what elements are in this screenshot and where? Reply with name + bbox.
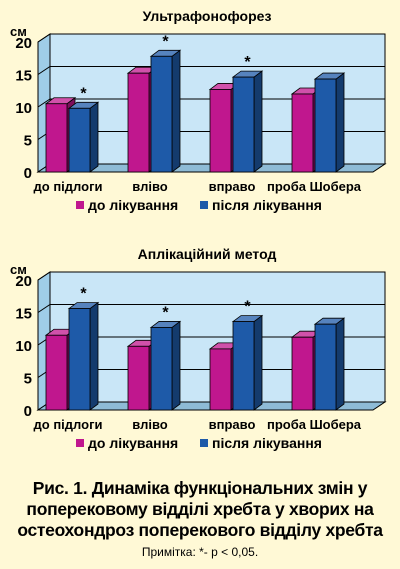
c0-y-tick-label-15: 15 bbox=[15, 68, 32, 85]
c0-significance-star-1: * bbox=[162, 33, 169, 50]
c0-y-tick-label-5: 5 bbox=[24, 133, 32, 150]
c1-bar-s0-2 bbox=[209, 348, 232, 411]
c0-y-axis-label: см bbox=[10, 24, 27, 39]
c0-legend-swatch-s0 bbox=[76, 201, 84, 209]
c1-bar-side-s1-0 bbox=[89, 301, 99, 411]
c1-bar-side-s1-1 bbox=[171, 320, 181, 411]
c1-bar-s0-3 bbox=[291, 336, 314, 411]
c0-bar-side-s1-2 bbox=[253, 70, 263, 173]
c0-bar-side-s1-0 bbox=[89, 101, 99, 173]
c0-bar-s1-1 bbox=[150, 55, 173, 173]
c0-x-tick-label-0: до підлоги bbox=[34, 179, 103, 194]
c1-bar-side-s1-3 bbox=[335, 317, 345, 411]
c1-gridline-15 bbox=[37, 304, 385, 313]
c0-legend-label-s1: після лікування bbox=[212, 197, 322, 213]
figure-note: Примітка: *- p < 0,05. bbox=[141, 545, 259, 559]
c0-y-tick-label-10: 10 bbox=[15, 100, 32, 117]
c1-legend-swatch-s1 bbox=[200, 439, 208, 447]
c0-x-tick-label-1: вліво bbox=[132, 179, 168, 194]
chart-ultrafonoforez: Ультрафонофорез см 0 5 10 15 20 * до підлоги * влі… bbox=[10, 8, 387, 213]
c1-legend-label-s1: після лікування bbox=[212, 435, 322, 451]
c1-y-tick-label-0: 0 bbox=[24, 403, 32, 420]
c0-significance-star-0: * bbox=[80, 85, 87, 102]
c1-x-tick-label-3: проба Шобера bbox=[267, 417, 362, 432]
c1-bar-s1-0 bbox=[68, 308, 91, 411]
c0-bar-s1-0 bbox=[68, 107, 91, 173]
c0-significance-star-2: * bbox=[244, 54, 251, 71]
c1-significance-star-1: * bbox=[162, 304, 169, 321]
figure-caption-line-3: остеохондроз поперекового відділу хребта bbox=[17, 520, 383, 540]
c0-gridline-10 bbox=[37, 98, 385, 108]
c1-significance-star-0: * bbox=[80, 286, 87, 303]
c0-bar-s0-2 bbox=[209, 89, 232, 173]
c1-y-tick-label-20: 20 bbox=[15, 273, 32, 290]
c1-bar-s0-0 bbox=[45, 334, 68, 411]
c0-bar-s1-2 bbox=[232, 76, 255, 173]
c1-bar-s1-1 bbox=[150, 327, 173, 411]
c1-bar-s1-2 bbox=[232, 321, 255, 411]
c1-x-tick-label-0: до підлоги bbox=[34, 417, 103, 432]
c1-legend-swatch-s0 bbox=[76, 439, 84, 447]
c1-chart-title: Аплікаційний метод bbox=[138, 246, 277, 262]
c1-x-tick-label-2: вправо bbox=[209, 417, 256, 432]
c1-y-tick-label-10: 10 bbox=[15, 338, 32, 355]
c1-bar-s1-3 bbox=[314, 323, 337, 411]
c0-bar-s0-0 bbox=[45, 103, 68, 173]
c1-y-tick-label-5: 5 bbox=[24, 371, 32, 388]
c0-bar-s0-3 bbox=[291, 93, 314, 173]
c1-x-tick-label-1: вліво bbox=[132, 417, 168, 432]
c1-y-axis-label: см bbox=[10, 262, 27, 277]
figure-caption-line-1: Рис. 1. Динаміка функціональних змін у bbox=[32, 478, 368, 498]
c0-x-tick-label-3: проба Шобера bbox=[267, 179, 362, 194]
c0-gridline-20 bbox=[37, 33, 385, 43]
c0-y-tick-label-20: 20 bbox=[15, 35, 32, 52]
c1-bar-side-s1-2 bbox=[253, 314, 263, 411]
chart-aplikatsiinyi-metod: Аплікаційний метод см 0 5 10 15 20 * до підлоги *… bbox=[10, 246, 387, 451]
c0-bar-s1-3 bbox=[314, 78, 337, 173]
c0-x-tick-label-2: вправо bbox=[209, 179, 256, 194]
c1-y-tick-label-15: 15 bbox=[15, 306, 32, 323]
c0-legend-swatch-s1 bbox=[200, 201, 208, 209]
c1-significance-star-2: * bbox=[244, 299, 251, 316]
c1-bar-s0-1 bbox=[127, 345, 150, 411]
c1-gridline-20 bbox=[37, 271, 385, 281]
c0-gridline-15 bbox=[37, 66, 385, 75]
c0-bar-side-s1-1 bbox=[171, 49, 181, 173]
c0-legend-label-s0: до лікування bbox=[88, 197, 178, 213]
c0-y-tick-label-0: 0 bbox=[24, 165, 32, 182]
c1-legend-label-s0: до лікування bbox=[88, 435, 178, 451]
c0-bar-s0-1 bbox=[127, 72, 150, 173]
c0-bar-side-s1-3 bbox=[335, 72, 345, 173]
figure-caption-line-2: поперековому відділі хребта у хворих на bbox=[26, 499, 374, 519]
c0-chart-title: Ультрафонофорез bbox=[143, 8, 272, 24]
